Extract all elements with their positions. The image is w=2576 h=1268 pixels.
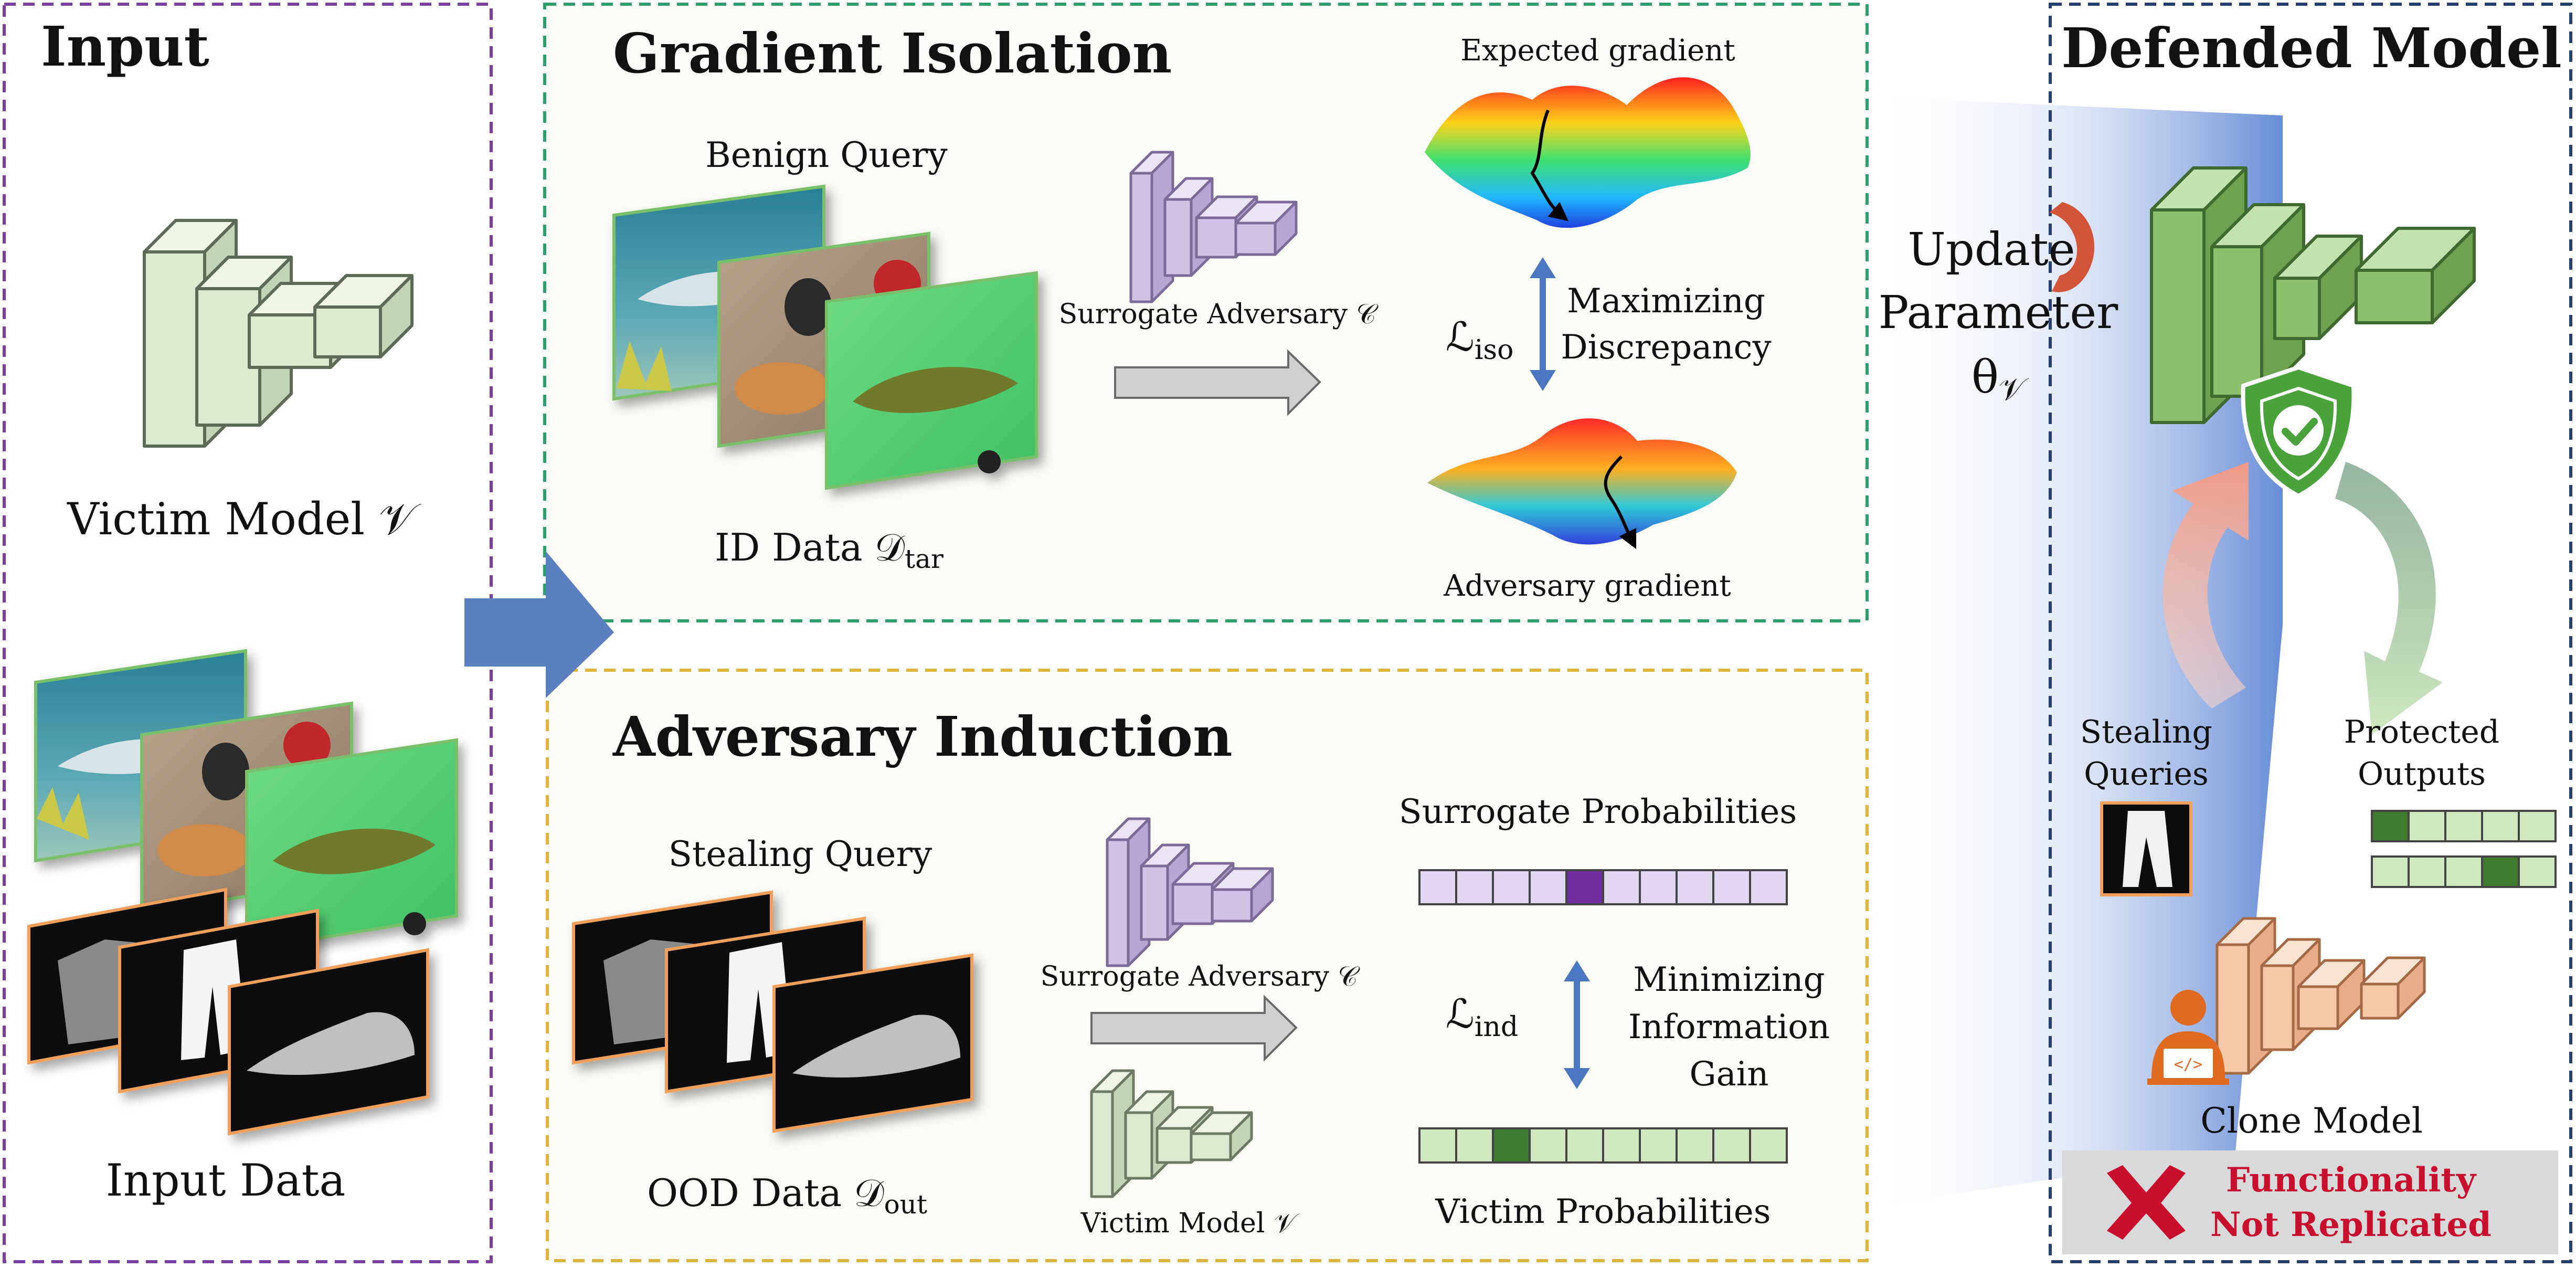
adversary-induction-title: Adversary Induction [612,704,1233,769]
protected-output-bar-2 [2371,855,2557,888]
isolation-process-arrow [1114,349,1321,416]
minimizing-line2: Information [1628,1008,1830,1047]
victim-prob-bar [1418,1127,1788,1164]
protected-output-bar-1 [2371,810,2557,842]
surrogate-prob-bar [1418,869,1788,905]
defended-model-icon [2150,166,2476,424]
shoe-image [228,948,429,1136]
update-rotate-icon [2049,202,2095,292]
stealing-queries-line1: Stealing [2080,714,2212,751]
clone-model-icon [2215,917,2426,1075]
surrogate-model-icon-bottom [1106,817,1274,967]
benign-image-stack [612,184,1038,490]
attacker-icon: </> [2147,990,2229,1085]
id-data-label: ID Data 𝒟tar [715,525,944,574]
minimizing-line3: Gain [1690,1055,1769,1094]
stealing-query-thumb [2100,801,2192,896]
gradient-isolation-title: Gradient Isolation [613,21,1172,86]
cycle-arrow-right [2335,462,2443,735]
stealing-fashion-stack [572,890,973,1133]
benign-query-label: Benign Query [705,135,948,175]
fail-line1: Functionality [2226,1160,2477,1200]
fish-image [245,738,458,952]
update-line1: Update [1907,224,2075,276]
adversary-gradient-surface [1427,418,1737,550]
adversary-gradient-label: Adversary gradient [1443,569,1731,603]
induction-process-arrow [1090,995,1298,1062]
input-title: Input [41,14,209,79]
loss-ind-label: ℒind [1446,990,1518,1043]
update-line3: θ𝒱 [1971,351,2029,408]
maximizing-line2: Discrepancy [1561,328,1771,367]
ind-arrow-head-up [1564,960,1590,981]
clone-model-label: Clone Model [2200,1101,2423,1141]
expected-gradient-surface [1425,77,1751,228]
victim-model-icon [143,219,414,448]
svg-text:</>: </> [2174,1055,2202,1074]
stealing-queries-line2: Queries [2084,756,2209,792]
minimizing-line1: Minimizing [1633,960,1825,999]
input-data-label: Input Data [106,1155,346,1206]
iso-arrow-head-up [1530,257,1556,278]
loss-iso-label: ℒiso [1446,313,1513,366]
maximizing-line1: Maximizing [1567,282,1765,321]
victim-label-small: Victim Model 𝒱 [1080,1208,1300,1239]
victim-prob-label: Victim Probabilities [1435,1192,1771,1231]
cycle-arrow-left [2162,462,2249,709]
fail-line2: Not Replicated [2210,1205,2492,1244]
surrogate-model-icon-top [1129,151,1298,303]
expected-gradient-label: Expected gradient [1460,34,1735,68]
surrogate-label-bottom: Surrogate Adversary 𝒞 [1041,961,1361,992]
defended-model-title: Defended Model [2061,16,2562,80]
input-to-process-arrow [464,551,614,698]
stealing-query-label: Stealing Query [669,834,932,874]
ind-arrow-head-down [1564,1068,1590,1089]
benign-fish-image [825,271,1038,490]
victim-model-icon-small [1090,1069,1253,1198]
iso-arrow-head-down [1530,370,1556,391]
stealing-shoe-image [772,953,973,1133]
input-fashion-stack [27,887,429,1136]
ood-data-label: OOD Data 𝒟out [647,1171,927,1220]
protected-outputs-line1: Protected [2344,714,2499,751]
protected-outputs-line2: Outputs [2358,756,2486,792]
surrogate-prob-label: Surrogate Probabilities [1399,792,1797,831]
red-x-icon [2107,1165,2186,1240]
update-line2: Parameter [1879,287,2119,339]
surrogate-label-top: Surrogate Adversary 𝒞 [1059,299,1379,330]
input-image-stack [34,649,458,952]
victim-model-label: Victim Model 𝒱 [67,493,421,545]
shield-check-icon [2241,365,2356,499]
